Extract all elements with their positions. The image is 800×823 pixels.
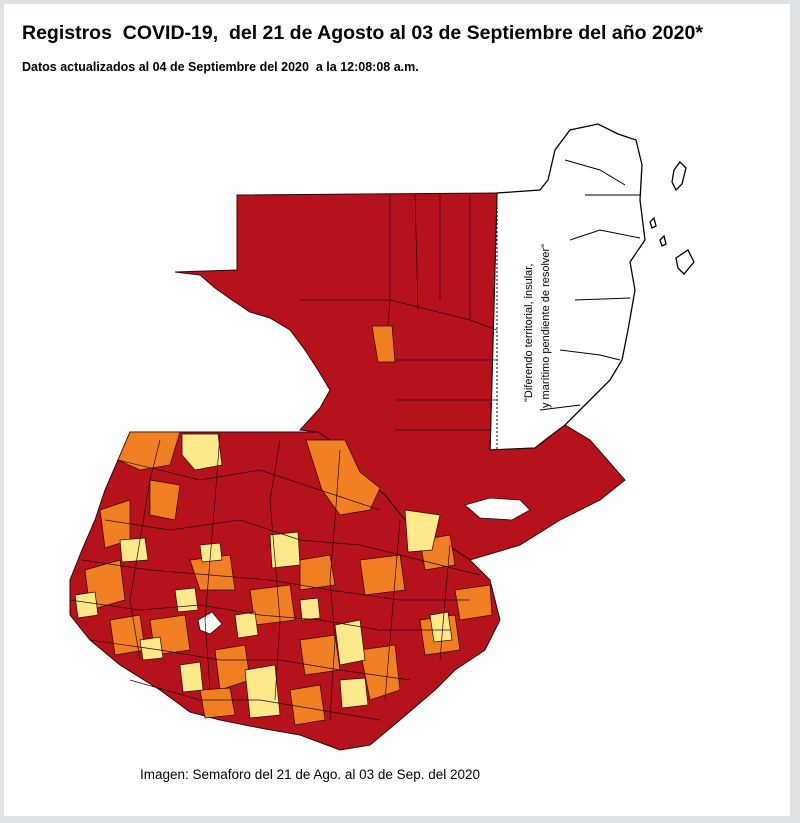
map-caption: Imagen: Semaforo del 21 de Ago. al 03 de…	[140, 767, 480, 782]
map-subtitle: Datos actualizados al 04 de Septiembre d…	[22, 60, 419, 74]
belize-note-line2: y marítimo pendiente de resolver"	[540, 244, 552, 408]
lake-atitlan	[197, 611, 223, 635]
belize-region: "Diferendo territorial, insular, y marít…	[489, 123, 695, 451]
lake-izabal	[464, 497, 531, 521]
municipal-boundaries	[69, 433, 481, 721]
map-title: Registros COVID-19, del 21 de Agosto al …	[22, 22, 703, 44]
belize-note-line1: "Diferendo territorial, insular,	[523, 264, 535, 402]
